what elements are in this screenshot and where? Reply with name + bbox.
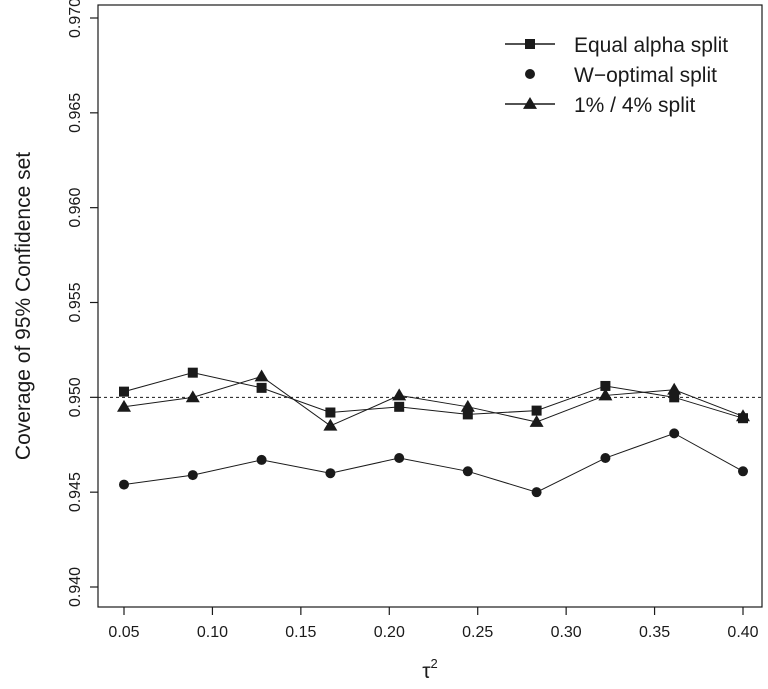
data-point xyxy=(185,390,200,403)
data-point xyxy=(531,487,542,498)
data-point xyxy=(323,418,338,431)
data-point xyxy=(531,405,542,416)
data-point xyxy=(325,407,336,418)
legend-marker xyxy=(525,39,535,49)
legend-label: 1% / 4% split xyxy=(574,94,696,117)
data-point xyxy=(254,369,269,382)
x-tick-label: 0.30 xyxy=(551,624,582,641)
series-triangle xyxy=(117,369,750,431)
x-tick-label: 0.25 xyxy=(462,624,493,641)
data-point xyxy=(119,386,129,397)
legend-item: W−optimal split xyxy=(525,64,717,87)
data-point xyxy=(669,392,680,403)
x-axis-title-exponent: 2 xyxy=(431,656,438,671)
y-tick-label: 0.945 xyxy=(67,472,84,512)
x-tick-label: 0.10 xyxy=(197,624,228,641)
x-axis: 0.05 0.10 0.15 0.20 0.25 0.30 0.35 0.40 xyxy=(108,607,759,641)
y-axis-title: Coverage of 95% Confidence set xyxy=(12,152,35,460)
x-tick-label: 0.35 xyxy=(639,624,670,641)
data-point xyxy=(736,409,750,422)
y-tick-label: 0.960 xyxy=(67,188,84,228)
data-point xyxy=(600,380,611,391)
data-point xyxy=(598,388,613,401)
data-point xyxy=(187,470,198,481)
x-tick-label: 0.05 xyxy=(108,624,139,641)
legend-marker xyxy=(523,97,537,109)
data-point xyxy=(392,388,407,401)
data-point xyxy=(187,367,198,378)
y-tick-label: 0.965 xyxy=(67,93,84,133)
data-point xyxy=(529,414,544,427)
y-tick-label: 0.940 xyxy=(67,567,84,607)
data-point xyxy=(462,466,473,477)
series-layer xyxy=(117,367,750,498)
legend-label: Equal alpha split xyxy=(574,34,728,57)
series-line xyxy=(123,375,744,427)
data-point xyxy=(394,453,405,464)
data-point xyxy=(119,479,129,490)
data-point xyxy=(667,382,682,395)
legend-item: 1% / 4% split xyxy=(505,94,696,117)
series-line xyxy=(123,432,744,493)
legend-item: Equal alpha split xyxy=(505,34,728,57)
x-axis-title: τ2 xyxy=(422,656,438,683)
data-point xyxy=(256,454,267,465)
data-point xyxy=(256,382,267,393)
x-tick-label: 0.40 xyxy=(727,624,758,641)
data-point xyxy=(117,399,131,412)
data-point xyxy=(460,399,475,412)
y-tick-label: 0.970 xyxy=(67,0,84,38)
plot-frame xyxy=(97,4,763,608)
data-point xyxy=(669,428,680,439)
data-point xyxy=(394,401,405,412)
data-point xyxy=(738,466,748,477)
data-point xyxy=(462,409,473,420)
legend-marker xyxy=(525,69,535,79)
legend: Equal alpha split W−optimal split 1% / 4% … xyxy=(505,34,728,117)
y-tick-label: 0.955 xyxy=(67,282,84,322)
series-square xyxy=(119,367,748,424)
series-line xyxy=(123,372,744,419)
data-point xyxy=(325,468,336,479)
data-point xyxy=(600,453,611,464)
x-axis-title-symbol: τ xyxy=(422,660,431,683)
x-tick-label: 0.20 xyxy=(374,624,405,641)
x-tick-label: 0.15 xyxy=(285,624,316,641)
y-axis: 0.940 0.945 0.950 0.955 0.960 0.965 0.970 xyxy=(67,0,98,607)
y-tick-label: 0.950 xyxy=(67,377,84,417)
legend-label: W−optimal split xyxy=(574,64,717,87)
series-circle xyxy=(119,428,748,498)
